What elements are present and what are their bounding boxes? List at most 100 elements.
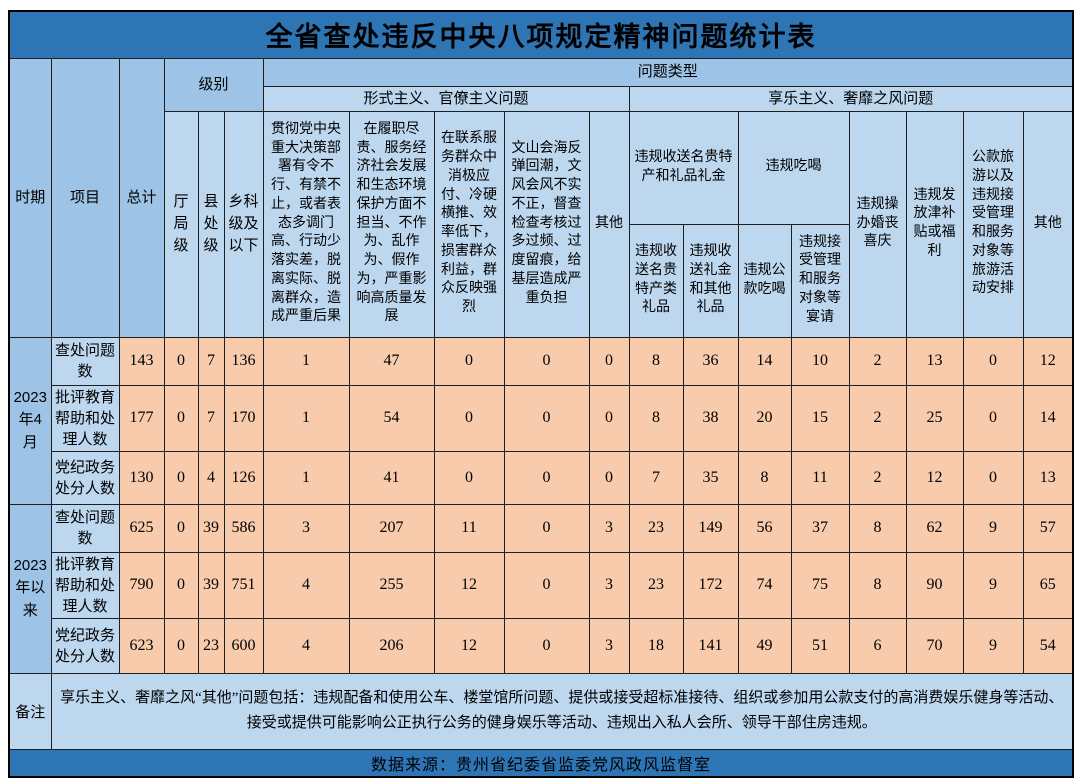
data-cell: 51 (790, 617, 850, 674)
data-cell: 0 (962, 384, 1024, 452)
data-cell: 141 (682, 617, 739, 674)
col-header-item: 项目 (50, 57, 120, 338)
data-cell: 8 (628, 336, 684, 386)
data-cell: 8 (848, 551, 907, 619)
data-cell: 8 (848, 503, 907, 553)
data-cell: 65 (1022, 551, 1074, 619)
data-cell: 25 (905, 384, 964, 452)
data-cell: 4 (262, 551, 350, 619)
data-cell: 170 (223, 384, 264, 452)
col-header-level-xianchu: 县处级 (197, 110, 225, 338)
data-cell: 0 (588, 450, 630, 505)
table-row: 2023年以来 查处问题数 625 0 39 586 3 207 11 0 3 … (8, 503, 1074, 674)
data-cell: 625 (118, 503, 165, 553)
data-cell: 0 (163, 503, 199, 553)
data-cell: 41 (348, 450, 435, 505)
data-cell: 586 (223, 503, 264, 553)
col-header-travel: 公款旅游以及违规接受管理和服务对象等旅游活动安排 (962, 110, 1024, 338)
data-cell: 0 (503, 503, 590, 553)
col-header-formalism-other: 其他 (588, 110, 630, 338)
table-row: 2023年4月 查处问题数 143 0 7 136 1 47 0 0 0 8 3… (8, 336, 1074, 505)
data-cell: 0 (163, 450, 199, 505)
data-cell: 90 (905, 551, 964, 619)
data-cell: 0 (962, 336, 1024, 386)
data-cell: 9 (962, 617, 1024, 674)
data-cell: 8 (737, 450, 792, 505)
data-cell: 0 (503, 617, 590, 674)
note-label-cell: 备注 (8, 672, 52, 750)
data-cell: 600 (223, 617, 264, 674)
period-cell: 2023年4月 (8, 336, 52, 505)
data-cell: 23 (197, 617, 225, 674)
data-cell: 23 (628, 503, 684, 553)
data-cell: 62 (905, 503, 964, 553)
data-cell: 143 (118, 336, 165, 386)
data-cell: 10 (790, 336, 850, 386)
data-cell: 0 (163, 384, 199, 452)
data-cell: 0 (433, 336, 505, 386)
data-cell: 38 (682, 384, 739, 452)
data-cell: 15 (790, 384, 850, 452)
data-cell: 12 (1022, 336, 1074, 386)
data-cell: 70 (905, 617, 964, 674)
data-cell: 149 (682, 503, 739, 553)
data-cell: 9 (962, 503, 1024, 553)
data-cell: 9 (962, 551, 1024, 619)
col-header-hedonism-other: 其他 (1022, 110, 1074, 338)
data-cell: 54 (348, 384, 435, 452)
data-cell: 0 (588, 384, 630, 452)
data-cell: 2 (848, 336, 907, 386)
data-cell: 20 (737, 384, 792, 452)
data-cell: 49 (737, 617, 792, 674)
table-row: 党纪政务处分人数 623 0 23 600 4 206 12 0 3 18 14… (9, 617, 1074, 674)
col-header-level-group: 级别 (163, 57, 264, 112)
data-cell: 0 (163, 617, 199, 674)
row-label-cell: 批评教育帮助和处理人数 (50, 384, 120, 452)
data-cell: 56 (737, 503, 792, 553)
data-cell: 39 (197, 551, 225, 619)
data-cell: 47 (348, 336, 435, 386)
col-header-public-funds-dining: 违规公款吃喝 (737, 223, 792, 338)
col-header-formalism-group: 形式主义、官僚主义问题 (262, 85, 630, 112)
data-cell: 130 (118, 450, 165, 505)
data-cell: 136 (223, 336, 264, 386)
col-header-formalism-1: 贯彻党中央重大决策部署有令不行、有禁不止，或者表态多调门高、行动少落实差，脱离实… (262, 110, 350, 338)
col-header-problem-type-group: 问题类型 (262, 57, 1074, 87)
data-cell: 57 (1022, 503, 1074, 553)
data-cell: 74 (737, 551, 792, 619)
data-cell: 4 (197, 450, 225, 505)
col-header-period: 时期 (8, 57, 52, 338)
data-cell: 3 (588, 617, 630, 674)
data-cell: 126 (223, 450, 264, 505)
data-cell: 3 (262, 503, 350, 553)
data-cell: 6 (848, 617, 907, 674)
data-cell: 7 (628, 450, 684, 505)
data-cell: 7 (197, 384, 225, 452)
col-header-total: 总计 (118, 57, 165, 338)
col-header-allowance: 违规发放津补贴或福利 (905, 110, 964, 338)
data-cell: 207 (348, 503, 435, 553)
data-cell: 255 (348, 551, 435, 619)
col-header-banquet: 违规接受管理和服务对象等宴请 (790, 223, 850, 338)
data-cell: 2 (848, 450, 907, 505)
data-cell: 0 (503, 450, 590, 505)
data-cell: 75 (790, 551, 850, 619)
table-row: 批评教育帮助和处理人数 177 0 7 170 1 54 0 0 0 8 38 … (9, 384, 1074, 452)
data-cell: 11 (790, 450, 850, 505)
data-cell: 0 (503, 384, 590, 452)
data-cell: 13 (905, 336, 964, 386)
row-label-cell: 党纪政务处分人数 (50, 450, 120, 505)
data-cell: 1 (262, 336, 350, 386)
data-cell: 11 (433, 503, 505, 553)
col-header-level-tingju: 厅局级 (163, 110, 199, 338)
period-cell: 2023年以来 (8, 503, 52, 674)
data-cell: 0 (588, 336, 630, 386)
data-cell: 12 (433, 617, 505, 674)
data-cell: 23 (628, 551, 684, 619)
data-cell: 0 (503, 551, 590, 619)
data-cell: 0 (433, 384, 505, 452)
data-cell: 0 (163, 551, 199, 619)
data-cell: 12 (905, 450, 964, 505)
data-cell: 623 (118, 617, 165, 674)
